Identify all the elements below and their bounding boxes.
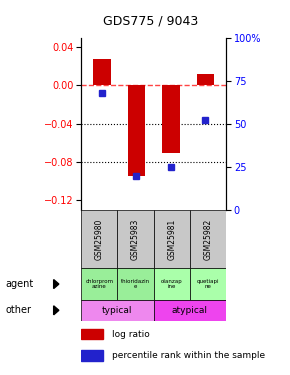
Bar <box>117 268 154 300</box>
Bar <box>197 74 214 86</box>
Text: percentile rank within the sample: percentile rank within the sample <box>112 351 265 360</box>
Bar <box>162 86 180 153</box>
Bar <box>190 268 226 300</box>
Text: thioridazin
e: thioridazin e <box>121 279 150 290</box>
Text: typical: typical <box>102 306 133 315</box>
Bar <box>190 210 226 268</box>
Bar <box>117 210 154 268</box>
Bar <box>81 300 154 321</box>
Bar <box>154 300 226 321</box>
Text: quetiapi
ne: quetiapi ne <box>197 279 219 290</box>
Bar <box>81 210 117 268</box>
Bar <box>128 86 145 177</box>
Text: agent: agent <box>6 279 34 289</box>
Text: atypical: atypical <box>172 306 208 315</box>
Bar <box>81 328 103 339</box>
Text: other: other <box>6 305 32 315</box>
Text: GSM25980: GSM25980 <box>95 218 104 260</box>
Text: log ratio: log ratio <box>112 330 150 339</box>
Text: GSM25982: GSM25982 <box>204 218 213 259</box>
Text: olanzap
ine: olanzap ine <box>161 279 183 290</box>
Bar <box>93 58 110 86</box>
Text: GSM25981: GSM25981 <box>167 218 176 259</box>
Polygon shape <box>54 280 59 289</box>
Polygon shape <box>54 306 59 315</box>
Bar <box>154 268 190 300</box>
Text: GDS775 / 9043: GDS775 / 9043 <box>103 15 198 28</box>
Text: chlorprom
azine: chlorprom azine <box>85 279 113 290</box>
Bar <box>81 350 103 361</box>
Bar <box>81 268 117 300</box>
Text: GSM25983: GSM25983 <box>131 218 140 260</box>
Bar <box>154 210 190 268</box>
